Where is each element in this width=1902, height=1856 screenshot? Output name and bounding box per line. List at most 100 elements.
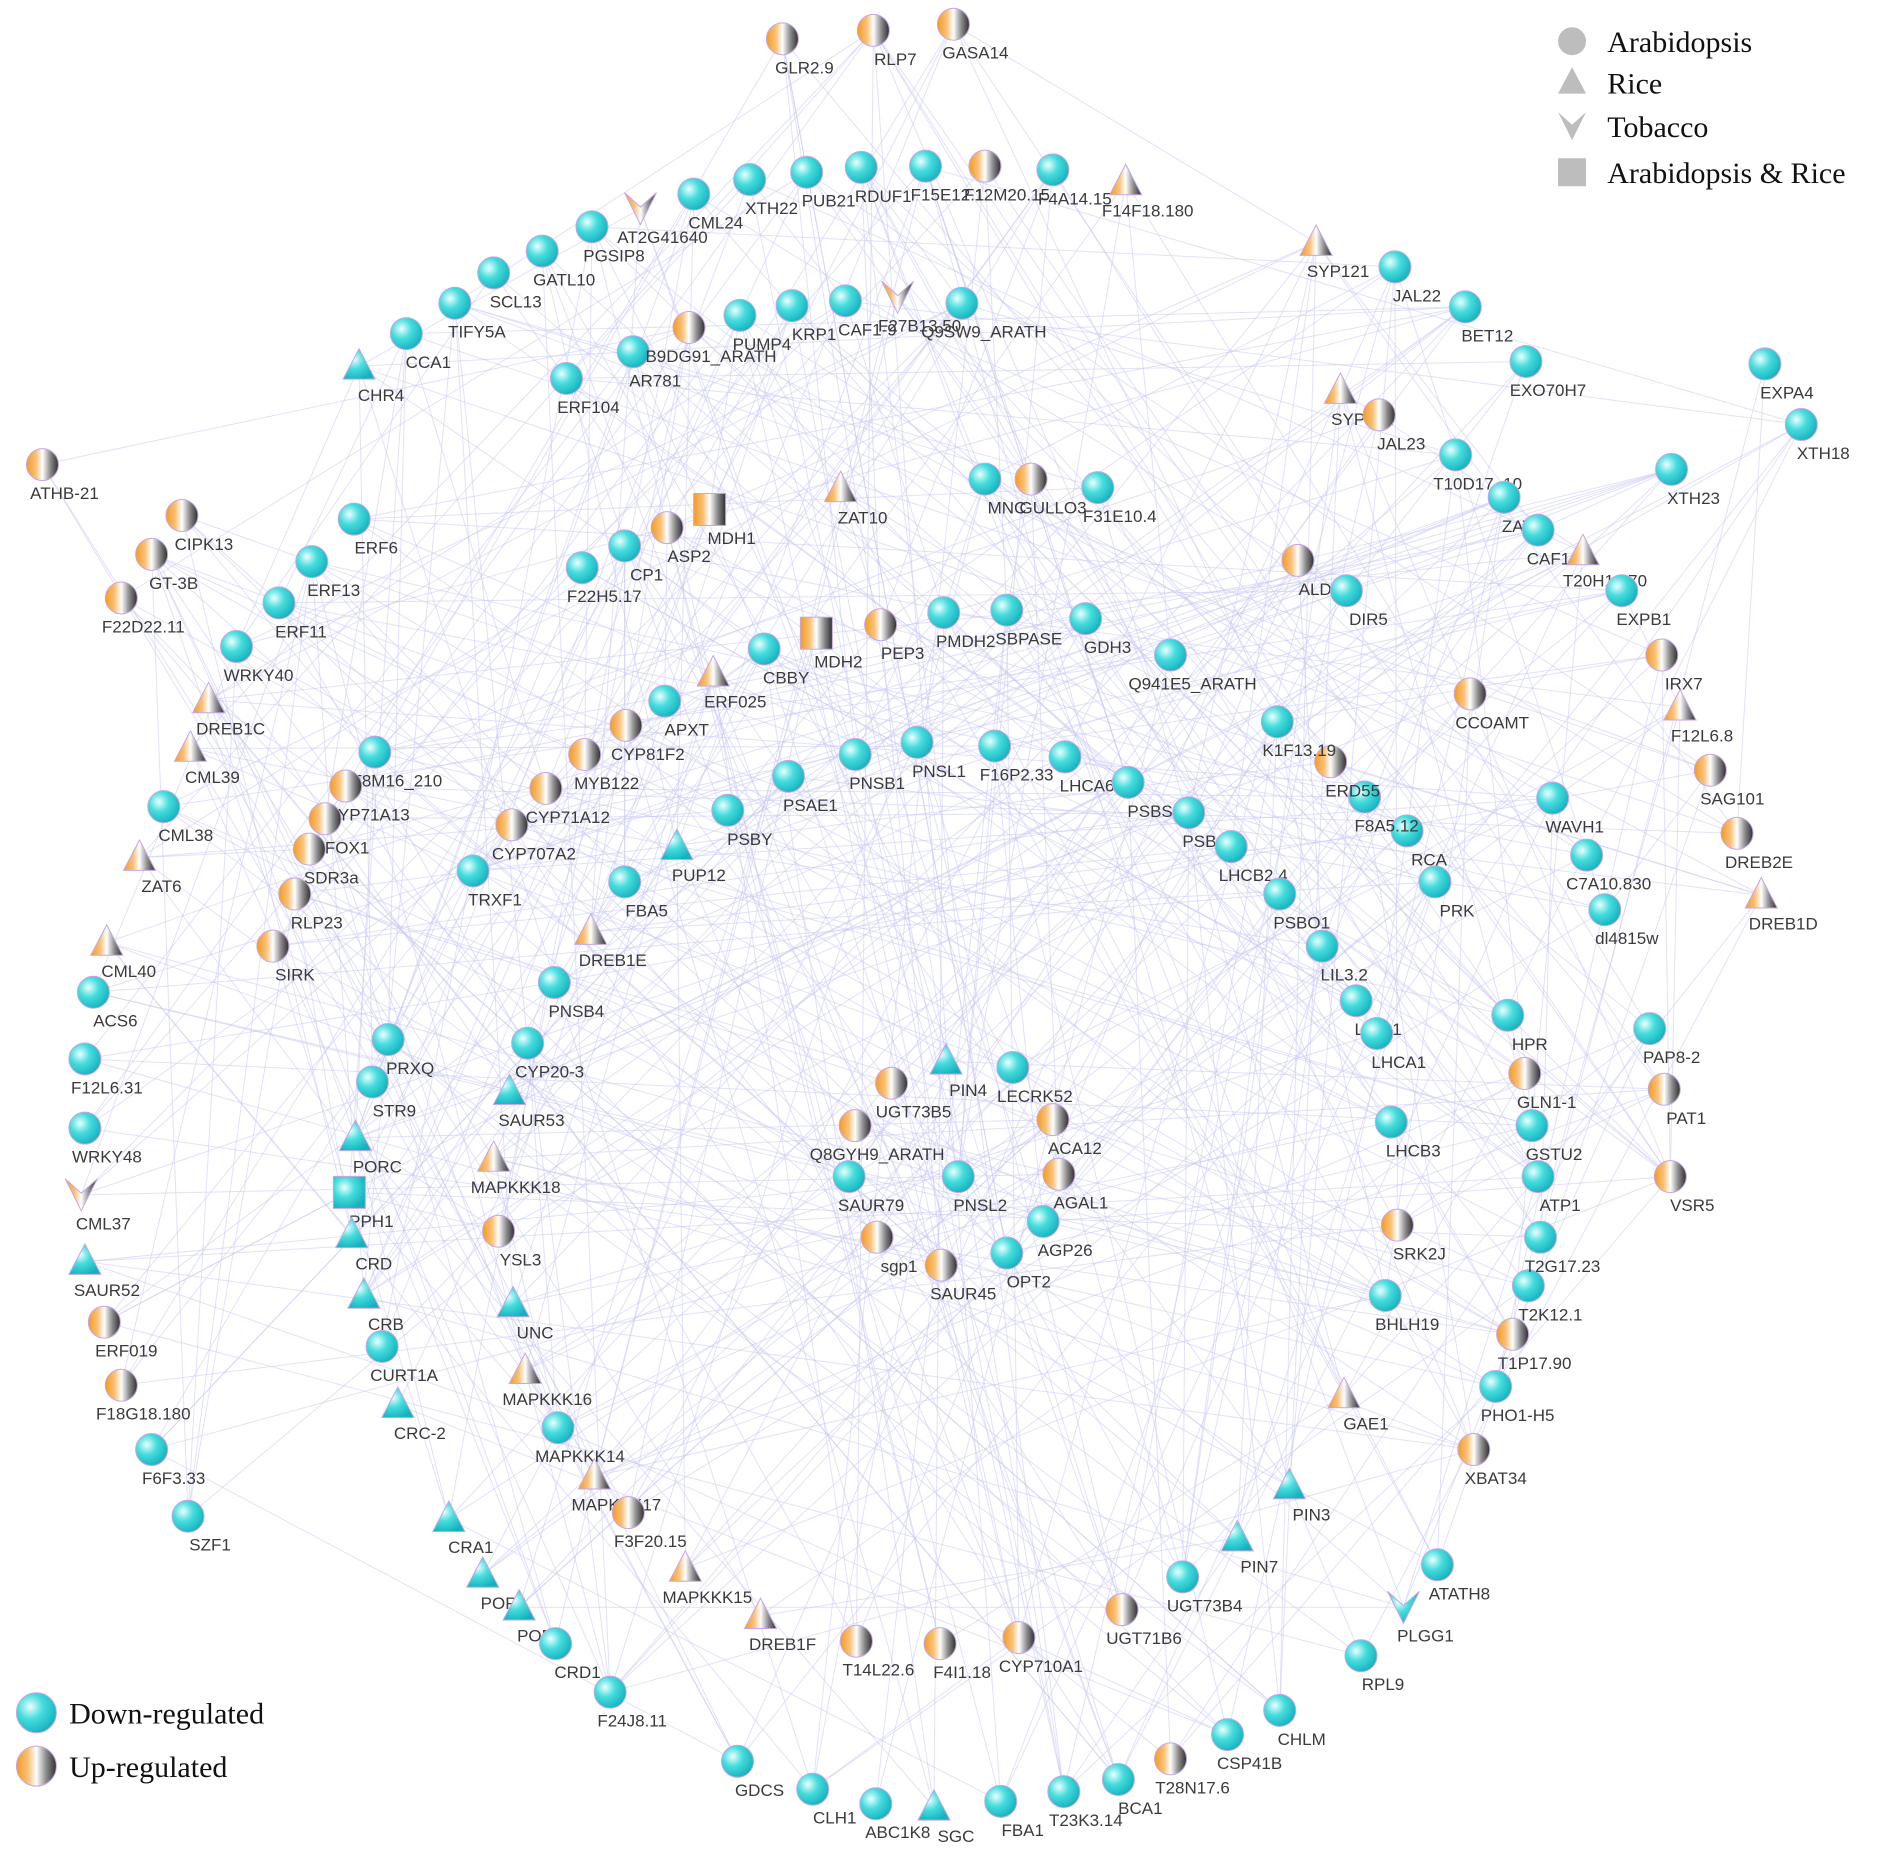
- edge: [374, 300, 846, 753]
- gene-label: DREB1F: [749, 1635, 816, 1654]
- edge: [93, 991, 1513, 1335]
- edge: [1604, 769, 1711, 911]
- edge: [1390, 1121, 1514, 1335]
- edge: [363, 169, 1054, 1296]
- legend-label: Up-regulated: [69, 1751, 227, 1784]
- edge: [693, 193, 1539, 1177]
- gene-node: [1784, 408, 1818, 442]
- edge: [1276, 721, 1386, 1296]
- edge: [812, 166, 986, 1790]
- edge: [1394, 266, 1398, 1226]
- edge: [236, 272, 495, 647]
- gene-node: [87, 1305, 121, 1339]
- gene-label: F12L6.8: [1671, 727, 1733, 746]
- edge: [952, 24, 1278, 722]
- gene-node: [1693, 753, 1727, 787]
- edge: [454, 302, 1032, 480]
- edge: [189, 748, 611, 1693]
- gene-node: [723, 298, 757, 332]
- gene-node: [1362, 398, 1396, 432]
- edge: [348, 1192, 629, 1513]
- gene-node: [104, 581, 138, 615]
- edge: [405, 333, 547, 789]
- gene-label: FOX1: [325, 838, 369, 857]
- gene-label: RLP7: [874, 50, 917, 69]
- edge: [1376, 424, 1802, 1034]
- edge: [354, 518, 714, 674]
- edge: [151, 553, 1357, 1002]
- gene-node: [381, 1385, 415, 1418]
- edge: [855, 1125, 1386, 1296]
- edge: [994, 745, 1044, 1222]
- edge: [760, 1537, 1238, 1617]
- edge: [1127, 782, 1392, 1123]
- gene-label: PLGG1: [1397, 1627, 1454, 1646]
- edge: [106, 942, 1513, 1335]
- gene-node: [1327, 1376, 1361, 1409]
- edge: [181, 515, 1404, 1608]
- gene-label: F27B13.50: [878, 317, 961, 336]
- edge: [872, 30, 1002, 1802]
- edge: [294, 761, 1331, 895]
- edge: [566, 378, 1020, 1638]
- gene-node: [25, 448, 59, 482]
- edge: [845, 300, 1663, 656]
- gene-label: ERF13: [307, 581, 360, 600]
- gene-label: GDH3: [1084, 638, 1131, 657]
- edge: [1127, 781, 1436, 883]
- edge: [181, 515, 353, 1235]
- edge: [208, 300, 846, 701]
- gene-label: ERD55: [1325, 781, 1380, 800]
- gene-node: [1329, 574, 1363, 608]
- gene-node: [476, 1139, 511, 1172]
- gene-label: CML24: [688, 214, 743, 233]
- edge: [151, 554, 559, 1428]
- gene-label: XTH18: [1797, 444, 1850, 463]
- edge: [106, 942, 814, 1790]
- gene-label: CYP20-3: [515, 1063, 584, 1082]
- edge: [664, 527, 668, 702]
- gene-label: MDH2: [814, 653, 862, 672]
- gene-label: UGT73B4: [1167, 1596, 1243, 1615]
- edge: [1512, 551, 1584, 1335]
- gene-node: [64, 1178, 98, 1212]
- edge: [984, 266, 1396, 480]
- edge: [693, 193, 1738, 834]
- edge: [1170, 1028, 1651, 1760]
- edge: [84, 1176, 1539, 1263]
- gene-label: CRB: [368, 1315, 404, 1334]
- edge: [1117, 424, 1802, 1780]
- gene-node: [1323, 371, 1358, 404]
- gene-node: [648, 684, 682, 718]
- edge: [208, 699, 1553, 799]
- gene-node: [1515, 1109, 1549, 1143]
- edge: [104, 1191, 350, 1323]
- edge: [208, 302, 963, 701]
- gene-node: [1154, 1742, 1188, 1776]
- edge: [739, 315, 1020, 1638]
- gene-node: [1014, 462, 1048, 496]
- edge: [311, 561, 878, 1238]
- gene-label: GSTU2: [1526, 1145, 1583, 1164]
- gene-node: [1487, 480, 1521, 514]
- gene-node: [1418, 865, 1452, 899]
- edge: [1125, 181, 1172, 656]
- gene-node: [1374, 1105, 1408, 1139]
- gene-label: CBBY: [763, 668, 809, 687]
- gene-node: [220, 630, 254, 664]
- edge: [1006, 609, 1475, 1450]
- edge: [984, 165, 1671, 1177]
- edge: [374, 654, 1171, 753]
- edge: [151, 554, 738, 1762]
- gene-node: [1378, 250, 1412, 284]
- gene-label: SRK2J: [1393, 1245, 1446, 1264]
- edge: [1276, 721, 1539, 1177]
- gene-node: [508, 1352, 543, 1385]
- gene-label: ACS6: [93, 1012, 137, 1031]
- gene-node: [165, 499, 199, 533]
- gene-label: F4I1.18: [933, 1663, 991, 1682]
- gene-node: [624, 192, 657, 226]
- gene-label: CML40: [101, 962, 156, 981]
- edge: [666, 305, 793, 528]
- gene-label: IRX7: [1665, 675, 1703, 694]
